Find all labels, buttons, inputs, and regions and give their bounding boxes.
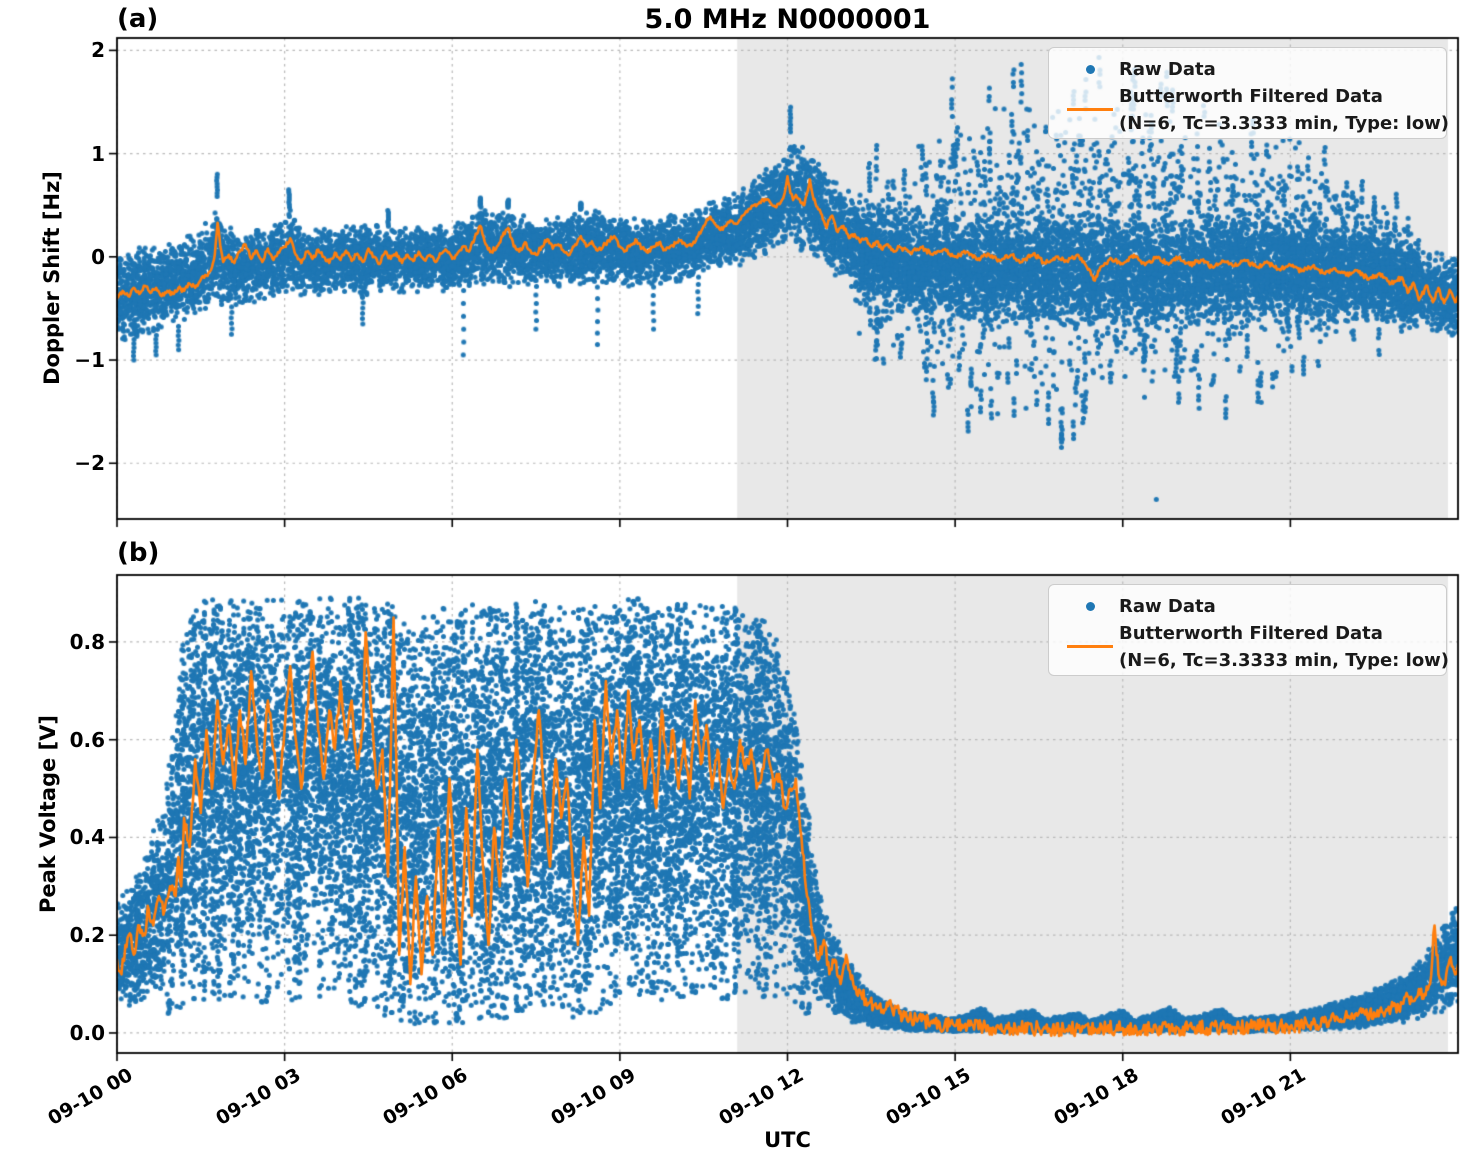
legend-filtered-label: Butterworth Filtered Data — [1119, 623, 1383, 644]
legend-filtered-sublabel: (N=6, Tc=3.3333 min, Type: low) — [1119, 113, 1450, 134]
legend-filtered-sublabel: (N=6, Tc=3.3333 min, Type: low) — [1119, 650, 1450, 671]
y-tick-label: −2 — [74, 451, 105, 476]
legend-row-raw: Raw Data — [1061, 593, 1434, 620]
y-tick-label: 1 — [91, 141, 105, 166]
legend-row-filtered: Butterworth Filtered Data (N=6, Tc=3.333… — [1061, 620, 1449, 674]
y-tick-label: 0.0 — [69, 1020, 105, 1045]
legend-raw-label: Raw Data — [1119, 596, 1216, 617]
legend-row-raw: Raw Data — [1061, 56, 1434, 83]
panel-a-label: (a) — [117, 4, 159, 34]
raw-data-marker-icon — [1085, 602, 1095, 611]
y-tick-label: 0.4 — [69, 825, 105, 850]
y-tick-label: 2 — [91, 38, 105, 63]
figure-title: 5.0 MHz N0000001 — [644, 4, 931, 35]
filtered-line-marker-icon — [1067, 645, 1113, 648]
raw-data-marker-icon — [1085, 65, 1095, 74]
y-tick-label: 0.6 — [69, 727, 105, 752]
legend-raw-label: Raw Data — [1119, 59, 1216, 80]
legend-row-filtered: Butterworth Filtered Data (N=6, Tc=3.333… — [1061, 83, 1449, 137]
legend-panel-a: Raw Data Butterworth Filtered Data (N=6,… — [1048, 47, 1449, 139]
y-tick-label: 0.2 — [69, 923, 105, 948]
legend-panel-b: Raw Data Butterworth Filtered Data (N=6,… — [1048, 584, 1449, 676]
y-tick-label: 0 — [91, 244, 105, 269]
panel-b-label: (b) — [117, 538, 160, 568]
legend-filtered-label: Butterworth Filtered Data — [1119, 86, 1383, 107]
y-tick-label: −1 — [74, 348, 105, 373]
filtered-line-marker-icon — [1067, 108, 1113, 111]
y-tick-label: 0.8 — [69, 629, 105, 654]
x-axis-label: UTC — [764, 1128, 811, 1152]
